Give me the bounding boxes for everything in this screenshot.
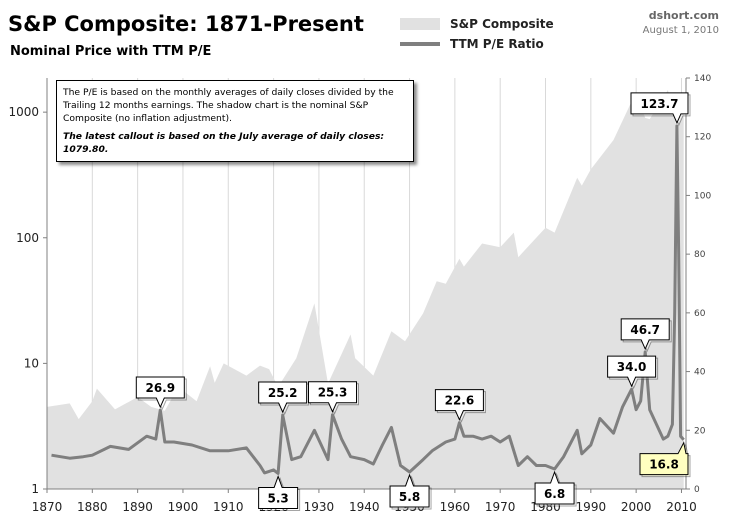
callout-box-123.7 bbox=[630, 92, 689, 125]
callout-box-16.8 bbox=[639, 441, 689, 476]
chart-title: S&P Composite: 1871-Present bbox=[8, 12, 364, 36]
x-tick-label-1880: 1880 bbox=[77, 500, 108, 514]
callout-label-123.7: 123.7 bbox=[641, 97, 679, 111]
methodology-note: The P/E is based on the monthly averages… bbox=[56, 80, 414, 162]
y-left-tick-label-10: 10 bbox=[24, 356, 39, 370]
x-tick-label-1940: 1940 bbox=[349, 500, 380, 514]
callout-box-25.3 bbox=[308, 381, 358, 413]
callout-label-5.3: 5.3 bbox=[267, 491, 288, 505]
y-left-tick-label-100: 100 bbox=[16, 231, 39, 245]
note-emphasis: The latest callout is based on the July … bbox=[63, 131, 385, 155]
legend-pe-ratio: TTM P/E Ratio bbox=[400, 37, 544, 51]
callout-label-34.0: 34.0 bbox=[617, 360, 647, 374]
note-text: The P/E is based on the monthly averages… bbox=[63, 87, 394, 124]
legend-sp-composite: S&P Composite bbox=[400, 17, 554, 31]
y-right-tick-label-60: 60 bbox=[694, 309, 706, 319]
y-right-tick-label-20: 20 bbox=[694, 426, 706, 436]
callout-label-26.9: 26.9 bbox=[145, 381, 175, 395]
callout-box-6.8 bbox=[534, 470, 575, 505]
x-tick-label-1990: 1990 bbox=[576, 500, 607, 514]
callout-box-34.0 bbox=[607, 355, 657, 388]
y-right-tick-label-140: 140 bbox=[694, 74, 711, 84]
chart-subtitle: Nominal Price with TTM P/E bbox=[10, 44, 212, 59]
callouts: 26.9 5.3 25.2 25.3 5.8 22.6 6.8 34.0 46.7 123.7 16… bbox=[135, 92, 691, 511]
x-tick-label-2010: 2010 bbox=[666, 500, 697, 514]
y-right-tick-label-40: 40 bbox=[694, 368, 706, 378]
callout-box-5.3 bbox=[258, 474, 299, 509]
x-tick-label-1870: 1870 bbox=[32, 500, 63, 514]
callout-box-25.2 bbox=[258, 381, 308, 414]
callout-label-5.8: 5.8 bbox=[399, 490, 420, 504]
x-tick-label-1900: 1900 bbox=[168, 500, 199, 514]
x-tick-label-1930: 1930 bbox=[304, 500, 335, 514]
y-left-tick-label-1: 1 bbox=[31, 482, 39, 496]
pe-ratio-line bbox=[51, 124, 685, 475]
y-right-tick-label-100: 100 bbox=[694, 191, 711, 201]
y-right-tick-label-0: 0 bbox=[694, 485, 700, 495]
callout-label-25.3: 25.3 bbox=[318, 386, 348, 400]
callout-label-25.2: 25.2 bbox=[268, 386, 298, 400]
callout-label-6.8: 6.8 bbox=[544, 487, 565, 501]
callout-label-22.6: 22.6 bbox=[445, 394, 475, 408]
legend-sp-composite-label: S&P Composite bbox=[450, 17, 554, 31]
callout-label-46.7: 46.7 bbox=[630, 323, 660, 337]
x-tick-label-2000: 2000 bbox=[621, 500, 652, 514]
source-credit: dshort.com bbox=[648, 9, 719, 22]
callout-box-46.7 bbox=[620, 318, 670, 351]
callout-box-26.9 bbox=[135, 376, 185, 409]
callout-box-5.8 bbox=[389, 473, 430, 508]
y-left-tick-label-1000: 1000 bbox=[8, 105, 39, 119]
legend-area-swatch bbox=[400, 18, 440, 30]
y-right-tick-label-80: 80 bbox=[694, 250, 706, 260]
legend-pe-ratio-label: TTM P/E Ratio bbox=[450, 37, 544, 51]
legend-line-swatch bbox=[400, 42, 440, 46]
pe-ratio-series bbox=[51, 124, 685, 475]
callout-label-16.8: 16.8 bbox=[649, 458, 679, 472]
sp-composite-area bbox=[47, 90, 684, 489]
chart-date: August 1, 2010 bbox=[642, 25, 719, 36]
y-right-tick-label-120: 120 bbox=[694, 133, 711, 143]
sp-composite-area-path bbox=[47, 90, 684, 489]
x-tick-label-1960: 1960 bbox=[440, 500, 471, 514]
callout-box-22.6 bbox=[434, 389, 484, 421]
x-tick-label-1890: 1890 bbox=[122, 500, 153, 514]
x-tick-label-1970: 1970 bbox=[485, 500, 516, 514]
x-tick-label-1910: 1910 bbox=[213, 500, 244, 514]
